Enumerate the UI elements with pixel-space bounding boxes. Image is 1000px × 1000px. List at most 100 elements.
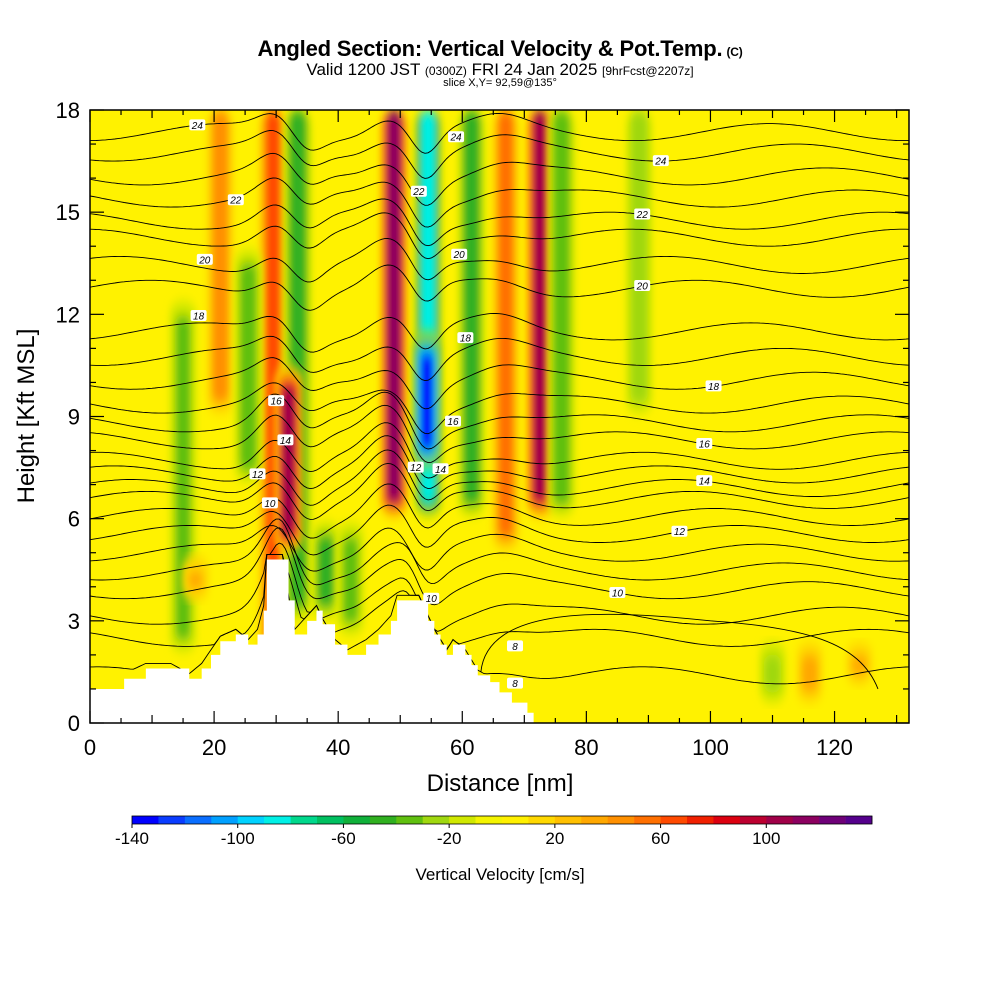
- isentrope-label: 22: [410, 185, 427, 198]
- y-tick-label: 6: [68, 507, 80, 532]
- colorbar-tick-label: -140: [115, 829, 149, 848]
- label-bg: [432, 463, 449, 475]
- x-tick-label: 80: [574, 735, 598, 760]
- colorbar-swatch: [554, 816, 582, 824]
- isentrope-label: 8: [507, 640, 524, 653]
- isentrope-18: [90, 357, 909, 410]
- label-text: 22: [229, 196, 242, 207]
- colorbar-swatch: [158, 816, 186, 824]
- label-text: 24: [191, 121, 204, 132]
- label-bg: [507, 677, 524, 689]
- velocity-streak-downdraft: [759, 642, 786, 703]
- label-text: 20: [636, 282, 649, 293]
- velocity-band: [318, 538, 333, 606]
- axis-ticks: 0 20 40 60 80 100 120 0 3 6 9 12 15 18: [56, 98, 909, 760]
- label-bg: [705, 380, 722, 392]
- colorbar: -140 -100 -60 -20 20 60 100: [115, 815, 873, 848]
- isentrope-line: [90, 391, 909, 450]
- isentrope-label: 10: [423, 592, 440, 605]
- colorbar-swatch: [211, 816, 239, 824]
- isentrope-label: 24: [652, 155, 669, 168]
- y-tick-label: 3: [68, 609, 80, 634]
- label-text: 16: [699, 440, 711, 451]
- label-text: 14: [699, 477, 711, 488]
- isentrope-line: [90, 542, 909, 632]
- label-text: 14: [280, 436, 292, 447]
- velocity-streak-downdraft: [547, 110, 576, 517]
- velocity-streak-updraft: [206, 110, 235, 414]
- colorbar-swatch: [581, 816, 609, 824]
- label-bg: [634, 208, 651, 220]
- isentrope-line: [90, 553, 909, 650]
- colorbar-swatch: [422, 816, 450, 824]
- label-text: 10: [264, 499, 276, 510]
- isentrope-label: 8: [507, 677, 524, 690]
- velocity-band: [342, 536, 359, 624]
- slice-info: slice X,Y= 92,59@135°: [443, 77, 557, 89]
- isentrope-label: 10: [609, 586, 626, 599]
- isentrope-14: [90, 449, 909, 506]
- terrain-silhouette: [90, 559, 909, 723]
- isentrope-line: [90, 238, 909, 283]
- label-text: 20: [198, 255, 211, 266]
- colorbar-swatch: [660, 816, 688, 824]
- chart-subtitle: Valid 1200 JST (0300Z) FRI 24 Jan 2025 […: [0, 60, 1000, 80]
- x-tick-label: 40: [326, 735, 350, 760]
- isentrope-22: [90, 198, 909, 247]
- isentrope-label: 20: [196, 253, 213, 266]
- label-bg: [189, 119, 206, 131]
- velocity-streak-downdraft: [625, 110, 653, 414]
- colorbar-swatch: [713, 816, 741, 824]
- isentrope-line: [90, 525, 909, 572]
- label-bg: [444, 415, 461, 427]
- y-tick-label: 15: [56, 200, 80, 225]
- valid-time: Valid 1200 JST: [306, 60, 421, 79]
- title-text: Angled Section: Vertical Velocity & Pot.…: [257, 36, 723, 61]
- colorbar-swatch: [528, 816, 556, 824]
- colorbar-tick-label: 20: [545, 829, 564, 848]
- label-text: 16: [447, 417, 459, 428]
- terrain: [90, 559, 909, 723]
- x-axis-label: Distance [nm]: [427, 770, 574, 797]
- velocity-band: [801, 654, 819, 693]
- colorbar-swatch: [819, 816, 846, 824]
- isentrope-24: [90, 130, 909, 179]
- isentrope-label: 24: [189, 119, 206, 132]
- label-text: 16: [271, 397, 283, 408]
- label-bg: [634, 280, 651, 292]
- velocity-band: [212, 110, 228, 402]
- velocity-band: [630, 110, 648, 404]
- isentrope-label: 18: [457, 332, 474, 345]
- isentrope-labels: 24 22 20 18 16 14 12 10 24 22 20 18 16 12 14 10 8 8 10 12 14…: [189, 119, 722, 690]
- label-bg: [457, 332, 474, 344]
- velocity-streak-updraft: [181, 556, 210, 601]
- colorbar-swatch: [369, 816, 397, 824]
- isentrope-line: [90, 518, 909, 586]
- x-tick-label: 120: [816, 735, 853, 760]
- x-tick-label: 100: [692, 735, 729, 760]
- y-axis-label: Height [Kft MSL]: [13, 329, 40, 504]
- y-tick-label: 0: [68, 711, 80, 736]
- isentrope-line: [90, 335, 909, 382]
- velocity-band: [175, 315, 191, 641]
- velocity-band: [554, 110, 570, 504]
- label-bg: [696, 438, 713, 450]
- velocity-streak-downdraft: [412, 332, 442, 467]
- colorbar-tick-label: 60: [651, 829, 670, 848]
- colorbar-swatch: [396, 816, 424, 824]
- label-bg: [448, 131, 465, 143]
- label-bg: [696, 475, 713, 487]
- isentrope-label: 22: [227, 194, 244, 207]
- label-bg: [277, 434, 294, 446]
- label-text: 22: [412, 187, 425, 198]
- valid-zulu: (0300Z): [424, 64, 467, 78]
- colorbar-swatch: [502, 816, 529, 824]
- velocity-band: [282, 388, 295, 535]
- isentrope-line: [90, 382, 909, 435]
- isentrope-line: [90, 177, 909, 228]
- colorbar-swatch: [792, 816, 820, 824]
- label-text: 14: [435, 465, 447, 476]
- label-bg: [227, 194, 244, 206]
- label-bg: [407, 461, 424, 473]
